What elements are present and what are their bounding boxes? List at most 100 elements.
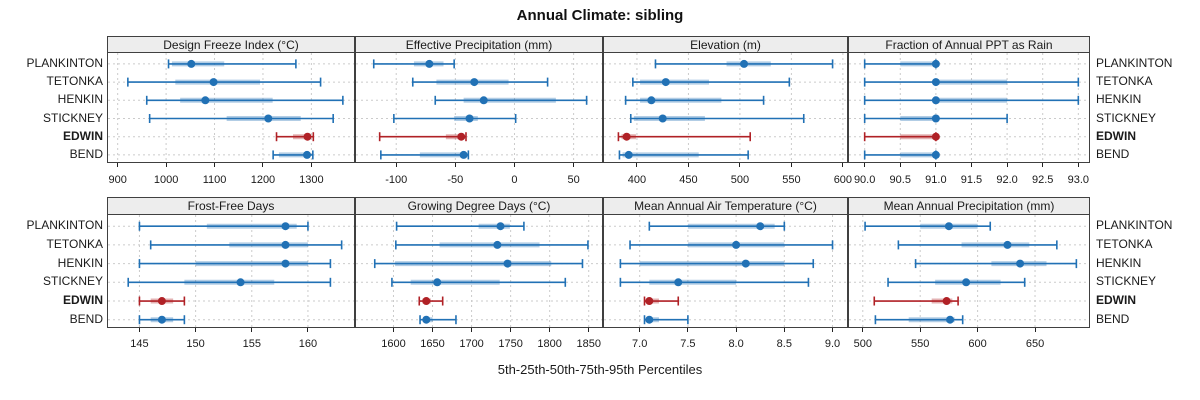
median-dot: [931, 59, 940, 68]
category-label-left-stickney: STICKNEY: [42, 110, 103, 125]
category-label-right-tetonka: TETONKA: [1096, 74, 1153, 89]
axis-tick-label: 91.5: [960, 174, 983, 186]
axis-tick: [1042, 163, 1044, 167]
panel-canvas-0: [108, 53, 354, 162]
axis-tick: [307, 328, 309, 332]
series-bend: [874, 315, 964, 325]
axis-tick: [636, 163, 638, 167]
median-dot: [433, 278, 442, 287]
series-edwin: [275, 132, 315, 142]
category-label-left-bend: BEND: [69, 311, 103, 326]
axis-tick: [588, 328, 590, 332]
axis-tick-label: 400: [627, 174, 647, 186]
category-label-left-henkin: HENKIN: [57, 92, 103, 107]
median-dot: [741, 259, 750, 268]
axis-tick: [919, 328, 921, 332]
chart-caption: 5th-25th-50th-75th-95th Percentiles: [497, 362, 703, 377]
median-dot: [931, 96, 940, 105]
axis-tick-label: 600: [968, 338, 987, 350]
axis-tick: [573, 163, 575, 167]
category-label-right-plankinton: PLANKINTON: [1096, 55, 1173, 70]
series-stickney: [619, 277, 810, 287]
median-dot: [658, 114, 667, 123]
category-label-right-henkin: HENKIN: [1096, 255, 1142, 270]
series-plankinton: [395, 221, 525, 231]
panel-strip-7: Mean Annual Precipitation (mm): [848, 197, 1090, 215]
series-edwin: [863, 132, 940, 142]
category-label-left-tetonka: TETONKA: [46, 74, 103, 89]
category-label-right-plankinton: PLANKINTON: [1096, 218, 1173, 233]
category-label-right-edwin: EDWIN: [1096, 128, 1136, 143]
median-dot: [942, 297, 951, 306]
category-label-left-stickney: STICKNEY: [42, 274, 103, 289]
median-dot: [756, 222, 765, 231]
axis-tick-label: 500: [853, 338, 872, 350]
series-bend: [419, 315, 457, 325]
axis-tick-label: 50: [567, 174, 580, 186]
axis-tick-label: 1850: [576, 338, 601, 350]
median-dot: [1003, 240, 1012, 249]
median-dot: [624, 150, 633, 159]
series-bend: [643, 315, 689, 325]
median-dot: [1016, 259, 1025, 268]
panel-canvas-2: [604, 53, 847, 162]
axis-tick-label: 1800: [537, 338, 562, 350]
median-dot: [962, 278, 971, 287]
axis-tick: [977, 328, 979, 332]
axis-tick-label: 1700: [459, 338, 484, 350]
category-label-right-bend: BEND: [1096, 311, 1130, 326]
median-dot: [674, 278, 683, 287]
axis-tick: [395, 163, 397, 167]
panel-plot-7: [848, 214, 1090, 328]
panel-plot-1: [355, 52, 603, 163]
category-label-right-henkin: HENKIN: [1096, 92, 1142, 107]
panel-plot-3: [848, 52, 1090, 163]
panel-plot-0: [107, 52, 355, 163]
axis-tick: [195, 328, 197, 332]
axis-tick-label: 90.0: [853, 174, 876, 186]
axis-tick: [310, 163, 312, 167]
series-tetonka: [863, 77, 1080, 87]
series-bend: [138, 315, 186, 325]
series-henkin: [863, 95, 1080, 105]
median-dot: [425, 59, 434, 68]
series-bend: [863, 150, 940, 160]
series-henkin: [145, 95, 344, 105]
axis-tick: [739, 163, 741, 167]
series-tetonka: [127, 77, 322, 87]
axis-tick: [735, 328, 737, 332]
axis-tick-label: 550: [911, 338, 930, 350]
axis-tick: [639, 328, 641, 332]
axis-tick-label: 900: [108, 174, 127, 186]
axis-tick: [251, 328, 253, 332]
median-dot: [157, 315, 166, 324]
axis-tick: [970, 163, 972, 167]
category-label-right-stickney: STICKNEY: [1096, 110, 1157, 125]
axis-tick: [1034, 328, 1036, 332]
median-dot: [303, 132, 312, 141]
median-dot: [264, 114, 273, 123]
series-henkin: [138, 259, 332, 269]
median-dot: [479, 96, 488, 105]
median-dot: [622, 132, 631, 141]
median-dot: [944, 222, 953, 231]
panel-canvas-5: [356, 215, 602, 327]
axis-tick-label: 1750: [498, 338, 523, 350]
panel-plot-4: [107, 214, 355, 328]
series-edwin: [138, 296, 186, 306]
median-dot: [496, 222, 505, 231]
median-dot: [201, 96, 210, 105]
median-dot: [645, 315, 654, 324]
series-tetonka: [897, 240, 1058, 250]
category-label-right-bend: BEND: [1096, 146, 1130, 161]
axis-tick-label: 600: [833, 174, 853, 186]
panel-plot-6: [603, 214, 848, 328]
category-label-left-bend: BEND: [69, 146, 103, 161]
median-dot: [740, 59, 749, 68]
axis-tick: [864, 163, 866, 167]
median-dot: [946, 315, 955, 324]
median-dot: [661, 78, 670, 87]
panel-plot-2: [603, 52, 848, 163]
axis-tick-label: 1600: [381, 338, 406, 350]
series-bend: [272, 150, 314, 160]
